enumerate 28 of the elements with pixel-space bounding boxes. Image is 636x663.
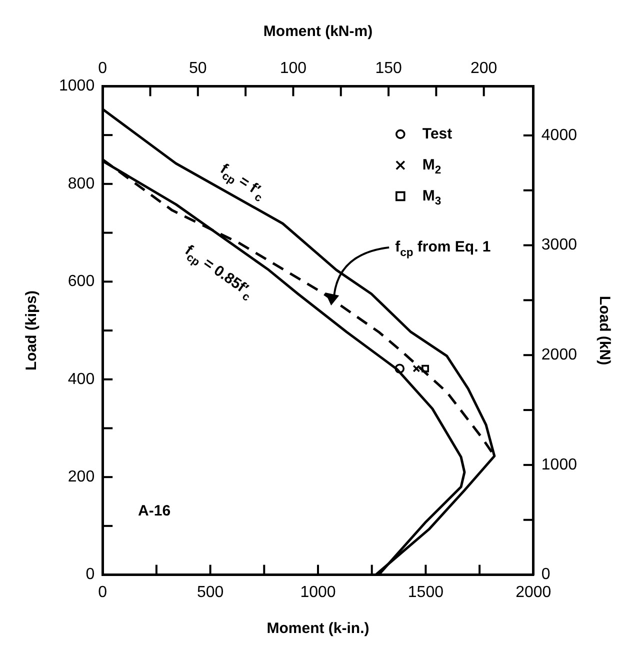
y-tick-label: 800	[68, 175, 95, 192]
x-axis-title: Moment (k-in.)	[266, 620, 370, 638]
x-tick-label: 2000	[516, 584, 552, 601]
x2-tick-label: 200	[470, 60, 498, 78]
x2-axis-title: Moment (kN-m)	[263, 23, 373, 40]
y2-tick-label: 1000	[541, 456, 578, 474]
x2-tick-label: 50	[189, 60, 207, 78]
x-tick-label: 1500	[408, 584, 444, 601]
x-tick-label: 500	[196, 584, 224, 601]
y2-tick-label: 0	[541, 566, 550, 584]
y2-tick-label: 4000	[541, 126, 578, 144]
y-tick-label: 400	[68, 370, 95, 388]
x-tick-label: 0	[98, 584, 108, 601]
x2-tick-label: 0	[98, 60, 108, 78]
y-tick-label: 600	[68, 273, 95, 290]
legend-label: Test	[422, 125, 452, 142]
y2-tick-label: 2000	[541, 346, 578, 364]
y2-tick-label: 3000	[541, 236, 578, 254]
y2-axis-title: Load (kN)	[596, 296, 613, 366]
x-tick-label: 1000	[300, 584, 336, 601]
x2-tick-label: 100	[280, 60, 307, 78]
y-tick-label: 1000	[59, 78, 95, 95]
x2-tick-label: 150	[375, 60, 402, 78]
y-tick-label: 200	[68, 468, 95, 486]
annotation: fcp = f′c	[217, 160, 264, 205]
y-tick-label: 0	[86, 566, 95, 584]
annotation: A-16	[138, 502, 171, 520]
y-axis-title: Load (kips)	[23, 290, 40, 371]
